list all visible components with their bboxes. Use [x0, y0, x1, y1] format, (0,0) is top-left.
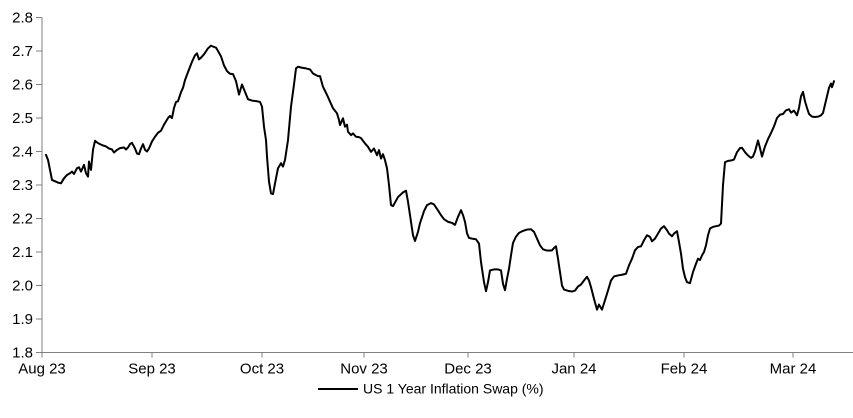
x-tick-label: Feb 24 [661, 361, 708, 378]
x-tick-label: Aug 23 [18, 361, 66, 378]
y-tick-label: 2.1 [12, 244, 33, 261]
y-tick-label: 2.2 [12, 211, 33, 228]
y-tick-label: 2.5 [12, 110, 33, 127]
x-tick-label: Nov 23 [340, 361, 388, 378]
legend-label: US 1 Year Inflation Swap (%) [363, 381, 544, 397]
x-tick-label: Oct 23 [240, 361, 284, 378]
series-line-us-1y-inflation-swap [45, 44, 835, 311]
axes [41, 17, 853, 353]
x-tick-label: Sep 23 [128, 361, 176, 378]
y-tick-label: 2.8 [12, 10, 33, 27]
y-tick-label: 2.3 [12, 177, 33, 194]
x-tick-label: Jan 24 [551, 361, 596, 378]
x-tick-label: Mar 24 [770, 361, 817, 378]
y-tick-label: 2.6 [12, 77, 33, 94]
y-tick-label: 1.8 [12, 345, 33, 362]
x-tick-label: Dec 23 [444, 361, 492, 378]
x-axis-ticks: Aug 23 Sep 23 Oct 23 Nov 23 Dec 23 Jan 24 Feb … [18, 352, 817, 378]
y-axis-ticks: 2.8 2.7 2.6 2.5 2.4 2.3 2.2 2.1 2.0 1.9 1.8 [12, 10, 42, 362]
legend: US 1 Year Inflation Swap (%) [318, 381, 544, 397]
y-tick-label: 1.9 [12, 311, 33, 328]
y-tick-label: 2.0 [12, 278, 33, 295]
y-tick-label: 2.7 [12, 43, 33, 60]
y-tick-label: 2.4 [12, 144, 33, 161]
